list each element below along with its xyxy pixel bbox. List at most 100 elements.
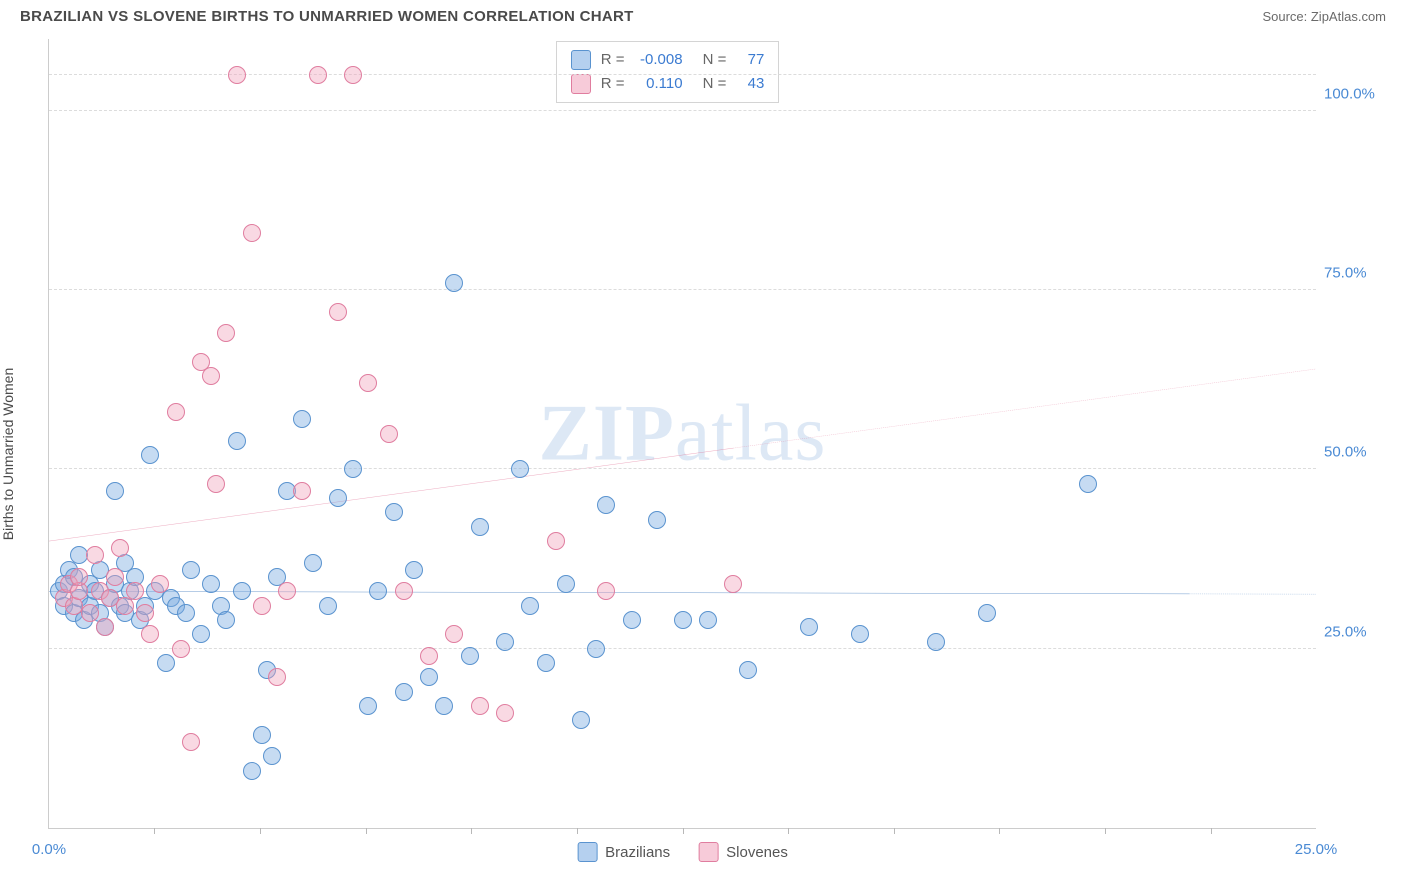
brazilians-point xyxy=(369,582,387,600)
slovenes-point xyxy=(136,604,154,622)
slovenes-point xyxy=(228,66,246,84)
brazilians-point xyxy=(978,604,996,622)
brazilians-point xyxy=(385,503,403,521)
brazilians-point xyxy=(587,640,605,658)
slovenes-point xyxy=(81,604,99,622)
brazilians-point xyxy=(537,654,555,672)
x-tick xyxy=(366,828,367,834)
n-value: 77 xyxy=(736,48,764,72)
brazilians-point xyxy=(293,410,311,428)
brazilians-point xyxy=(445,274,463,292)
legend-label: Slovenes xyxy=(726,844,788,861)
brazilians-point xyxy=(674,611,692,629)
brazilians-point xyxy=(253,726,271,744)
slovenes-point xyxy=(70,568,88,586)
x-tick xyxy=(577,828,578,834)
slovenes-point xyxy=(445,625,463,643)
x-tick-label: 25.0% xyxy=(1295,841,1338,858)
y-tick-label: 50.0% xyxy=(1324,444,1394,461)
slovenes-point xyxy=(268,668,286,686)
brazilians-point xyxy=(329,489,347,507)
legend-swatch xyxy=(577,842,597,862)
brazilians-point xyxy=(699,611,717,629)
brazilians-point xyxy=(511,460,529,478)
brazilians-point xyxy=(435,697,453,715)
r-label: R = xyxy=(601,48,625,72)
stats-row: R = -0.008 N = 77 xyxy=(571,48,765,72)
slovenes-point xyxy=(106,568,124,586)
slovenes-point xyxy=(597,582,615,600)
brazilians-point xyxy=(597,496,615,514)
legend-swatch xyxy=(571,74,591,94)
brazilians-point xyxy=(157,654,175,672)
gridline xyxy=(49,648,1316,649)
slovenes-point xyxy=(111,539,129,557)
x-tick xyxy=(999,828,1000,834)
gridline xyxy=(49,468,1316,469)
source-citation: Source: ZipAtlas.com xyxy=(1262,9,1386,24)
slovenes-point xyxy=(126,582,144,600)
brazilians-point xyxy=(1079,475,1097,493)
slovenes-point xyxy=(207,475,225,493)
r-label: R = xyxy=(601,72,625,96)
n-label: N = xyxy=(703,48,727,72)
slovenes-point xyxy=(253,597,271,615)
brazilians-point xyxy=(344,460,362,478)
y-axis-label: Births to Unmarried Women xyxy=(0,368,16,540)
brazilians-point xyxy=(106,482,124,500)
y-tick-label: 100.0% xyxy=(1324,85,1394,102)
brazilians-point xyxy=(304,554,322,572)
brazilians-point xyxy=(405,561,423,579)
legend-swatch xyxy=(698,842,718,862)
slovenes-point xyxy=(724,575,742,593)
brazilians-point xyxy=(800,618,818,636)
brazilians-point xyxy=(395,683,413,701)
brazilians-point xyxy=(739,661,757,679)
x-tick xyxy=(1211,828,1212,834)
slovenes-point xyxy=(151,575,169,593)
legend-item: Brazilians xyxy=(577,842,670,862)
slovenes-point xyxy=(547,532,565,550)
legend-item: Slovenes xyxy=(698,842,788,862)
brazilians-point xyxy=(471,518,489,536)
brazilians-point xyxy=(263,747,281,765)
brazilians-point xyxy=(359,697,377,715)
slovenes-point xyxy=(217,324,235,342)
slovenes-point xyxy=(496,704,514,722)
gridline xyxy=(49,110,1316,111)
brazilians-point xyxy=(243,762,261,780)
chart-container: Births to Unmarried Women ZIPatlas R =-0… xyxy=(0,29,1406,879)
brazilians-point xyxy=(228,432,246,450)
x-tick xyxy=(471,828,472,834)
brazilians-trendline xyxy=(49,591,1189,594)
brazilians-point xyxy=(851,625,869,643)
slovenes-point xyxy=(167,403,185,421)
slovenes-point xyxy=(86,546,104,564)
brazilians-point xyxy=(557,575,575,593)
brazilians-point xyxy=(623,611,641,629)
slovenes-point xyxy=(309,66,327,84)
n-value: 43 xyxy=(736,72,764,96)
chart-title: BRAZILIAN VS SLOVENE BIRTHS TO UNMARRIED… xyxy=(20,8,634,25)
slovenes-point xyxy=(278,582,296,600)
r-value: -0.008 xyxy=(635,48,683,72)
legend-swatch xyxy=(571,50,591,70)
slovenes-point xyxy=(380,425,398,443)
n-label: N = xyxy=(703,72,727,96)
brazilians-point xyxy=(648,511,666,529)
brazilians-point xyxy=(420,668,438,686)
slovenes-point xyxy=(471,697,489,715)
x-tick xyxy=(154,828,155,834)
brazilians-point xyxy=(572,711,590,729)
slovenes-point xyxy=(243,224,261,242)
brazilians-point xyxy=(141,446,159,464)
x-tick xyxy=(788,828,789,834)
brazilians-point xyxy=(217,611,235,629)
slovenes-point xyxy=(359,374,377,392)
gridline xyxy=(49,289,1316,290)
slovenes-point xyxy=(344,66,362,84)
slovenes-point xyxy=(202,367,220,385)
brazilians-point xyxy=(521,597,539,615)
brazilians-point xyxy=(496,633,514,651)
slovenes-point xyxy=(182,733,200,751)
